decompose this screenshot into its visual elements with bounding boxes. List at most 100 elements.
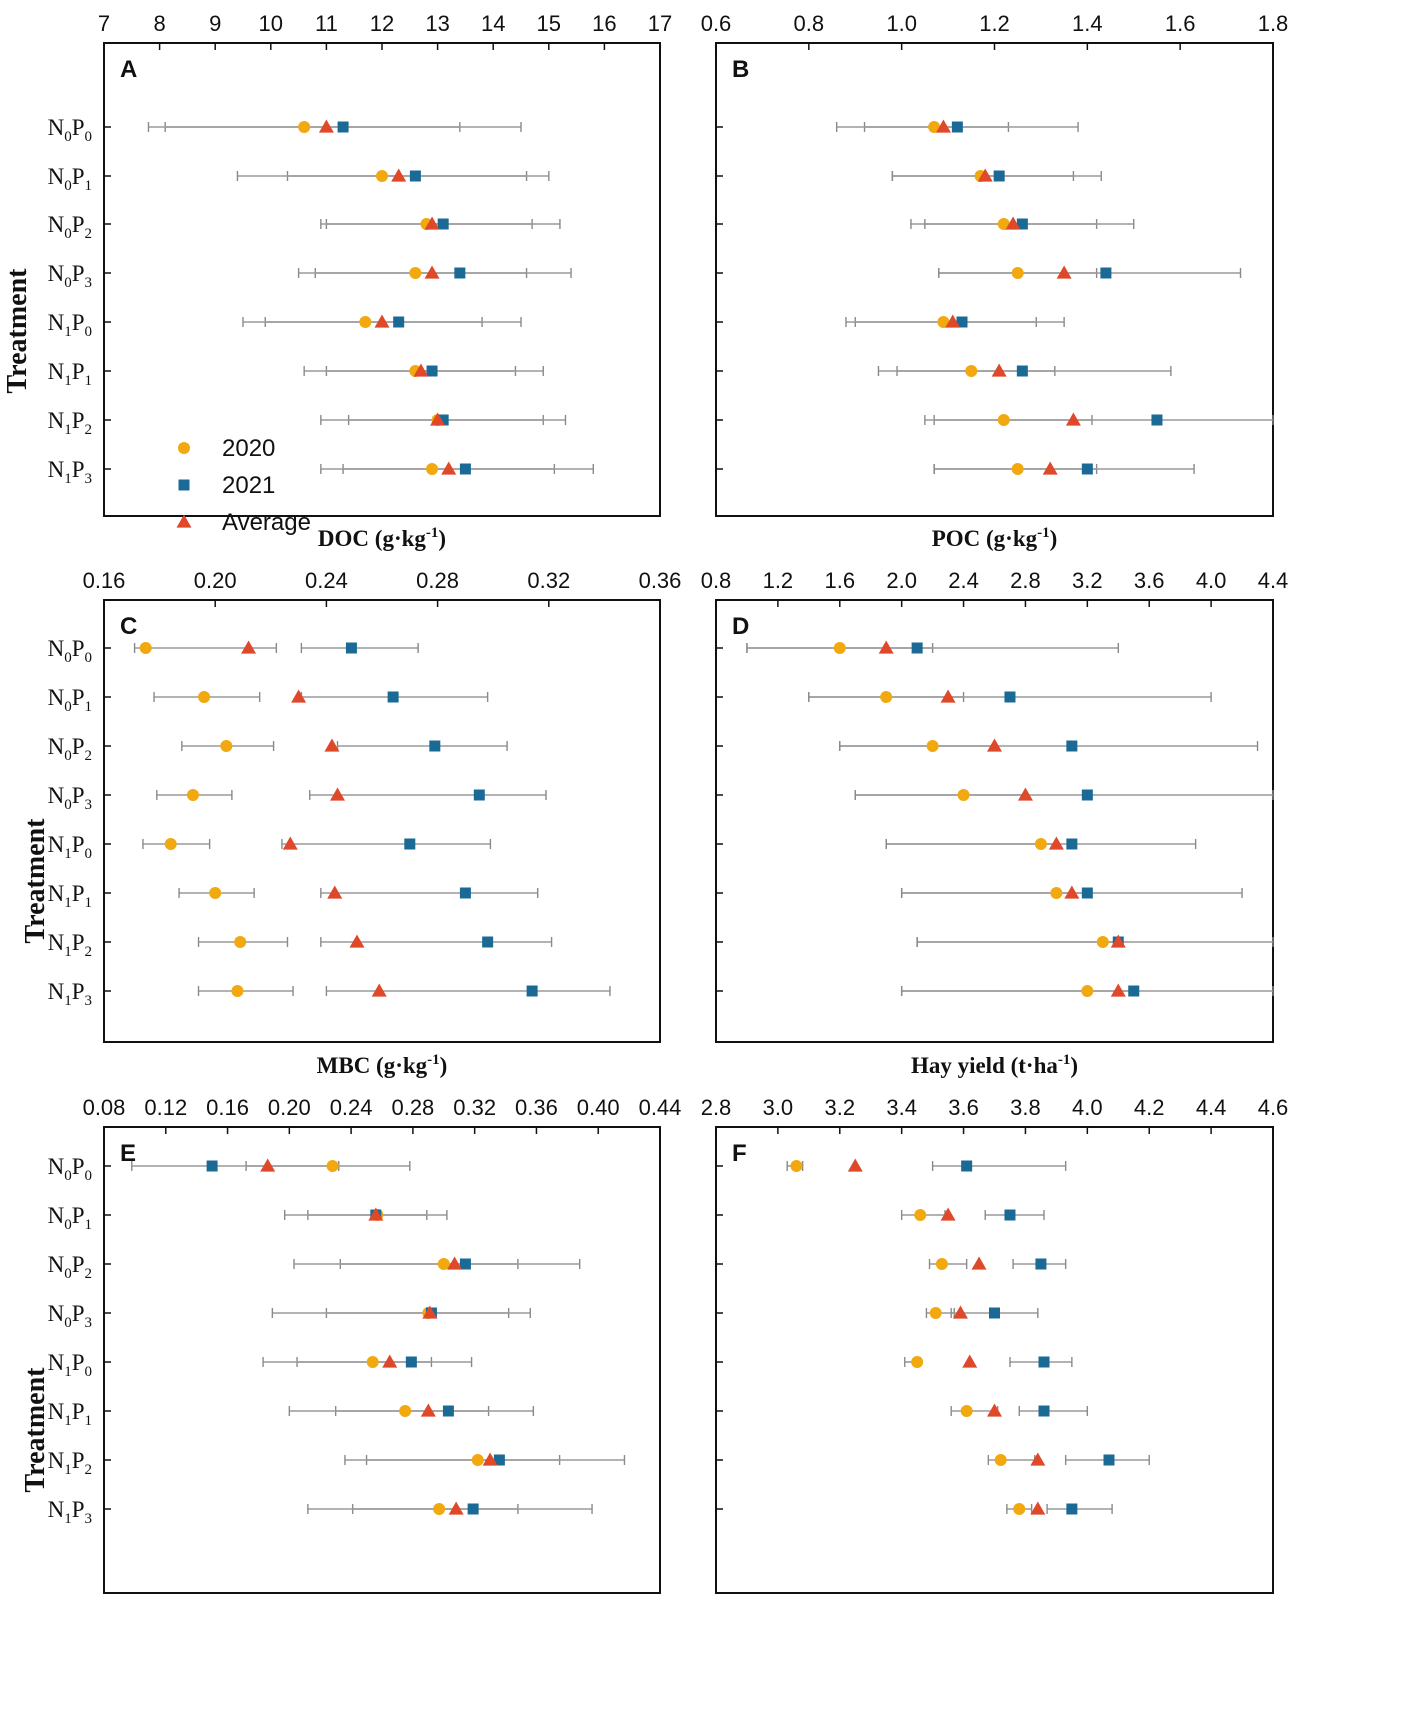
eoc-point-2021 <box>956 316 968 328</box>
panel-hay-yield: Hay yield (t·ha-1) 2.8 3.0 3.2 3.4 3.6 3.8 4.0 4… <box>701 1052 1288 1594</box>
poc-point-2020 <box>1034 838 1047 850</box>
poc-point-2021 <box>911 642 923 654</box>
hay-yield-point-2020 <box>911 1356 924 1368</box>
eoc-point-2021 <box>1016 218 1028 230</box>
soc-point-2021 <box>409 170 421 182</box>
poc-axis-title: POC (g·kg-1) <box>932 525 1058 551</box>
treatment-label: N0P1 <box>48 164 92 194</box>
doc-tick-label: 0.36 <box>639 568 682 593</box>
treatment-label: N0P3 <box>48 1301 92 1331</box>
hay-yield-point-average <box>962 1354 978 1368</box>
eoc-point-average <box>977 168 993 182</box>
eoc-point-2021 <box>1016 365 1028 377</box>
poc-point-2020 <box>880 691 893 703</box>
doc-point-average <box>291 689 307 703</box>
poc-point-average <box>1110 934 1126 948</box>
poc-point-2021 <box>1128 985 1140 997</box>
doc-point-2020 <box>139 642 152 654</box>
soc-point-average <box>318 119 334 133</box>
doc-tick-label: 0.32 <box>527 568 570 593</box>
soc-point-average <box>430 412 446 426</box>
poc-tick-label: 4.0 <box>1196 568 1227 593</box>
mbc-point-2021 <box>459 1258 471 1270</box>
eoc-point-average <box>1065 412 1081 426</box>
poc-point-2021 <box>1081 789 1093 801</box>
doc-point-2020 <box>164 838 177 850</box>
eoc-tick-label: 1.8 <box>1258 11 1289 36</box>
mbc-point-average <box>448 1501 464 1515</box>
hay-yield-point-2020 <box>914 1209 927 1221</box>
poc-panel-letter: D <box>732 613 749 640</box>
hay-yield-point-average <box>1030 1452 1046 1466</box>
treatment-label: N0P2 <box>48 1252 92 1282</box>
soc-point-2021 <box>437 218 449 230</box>
treatment-label: N0P0 <box>48 636 92 666</box>
soc-point-2020 <box>298 121 311 133</box>
hay-yield-tick-label: 4.2 <box>1134 1095 1165 1120</box>
mbc-tick-label: 0.28 <box>391 1095 434 1120</box>
soc-tick-label: 9 <box>209 11 221 36</box>
eoc-point-2020 <box>997 414 1010 426</box>
soc-point-average <box>391 168 407 182</box>
treatment-label: N0P3 <box>48 783 92 813</box>
soc-point-2021 <box>459 463 471 475</box>
eoc-point-2020 <box>928 121 941 133</box>
eoc-tick-label: 0.8 <box>794 11 825 36</box>
soc-tick-label: 8 <box>153 11 165 36</box>
soc-tick-label: 13 <box>425 11 449 36</box>
hay-yield-tick-label: 3.2 <box>824 1095 855 1120</box>
doc-tick-label: 0.16 <box>83 568 126 593</box>
eoc-point-2020 <box>997 218 1010 230</box>
mbc-panel-letter: E <box>120 1140 136 1167</box>
doc-point-average <box>371 983 387 997</box>
eoc-point-2020 <box>1011 463 1024 475</box>
legend-marker-2020 <box>178 442 190 454</box>
hay-yield-frame <box>715 1126 1274 1594</box>
doc-axis-title: DOC (g·kg-1) <box>318 525 446 551</box>
poc-point-average <box>878 640 894 654</box>
eoc-tick-label: 1.0 <box>886 11 917 36</box>
soc-point-2020 <box>426 463 439 475</box>
hay-yield-tick-label: 2.8 <box>701 1095 732 1120</box>
doc-tick-label: 0.28 <box>416 568 459 593</box>
eoc-point-2021 <box>993 170 1005 182</box>
hay-yield-point-average <box>847 1158 863 1172</box>
treatment-label: N1P3 <box>48 1497 92 1527</box>
mbc-point-2021 <box>467 1503 479 1515</box>
hay-yield-point-2020 <box>1013 1503 1026 1515</box>
legend: 2020 2021 Average <box>176 435 311 536</box>
hay-yield-tick-label: 3.6 <box>948 1095 979 1120</box>
eoc-point-average <box>1056 265 1072 279</box>
treatment-label: N0P0 <box>48 1154 92 1184</box>
mbc-point-2020 <box>433 1503 446 1515</box>
mbc-point-average <box>482 1452 498 1466</box>
treatment-label: N1P0 <box>48 310 92 340</box>
doc-point-2020 <box>209 887 222 899</box>
mbc-point-2021 <box>206 1160 218 1172</box>
treatment-label: N1P0 <box>48 832 92 862</box>
eoc-point-2020 <box>965 365 978 377</box>
treatment-label: N1P0 <box>48 1350 92 1380</box>
mbc-point-average <box>447 1256 463 1270</box>
mbc-tick-label: 0.36 <box>515 1095 558 1120</box>
soc-point-2021 <box>337 121 349 133</box>
hay-yield-tick-label: 3.4 <box>886 1095 917 1120</box>
poc-point-average <box>1048 836 1064 850</box>
poc-point-average <box>1110 983 1126 997</box>
hay-yield-point-average <box>1030 1501 1046 1515</box>
treatment-label: N1P2 <box>48 1448 92 1478</box>
soc-point-average <box>424 265 440 279</box>
doc-point-2021 <box>482 936 494 948</box>
hay-yield-tick-label: 3.0 <box>763 1095 794 1120</box>
eoc-point-2021 <box>951 121 963 133</box>
hay-yield-point-2021 <box>961 1160 973 1172</box>
hay-yield-point-average <box>971 1256 987 1270</box>
mbc-tick-label: 0.20 <box>268 1095 311 1120</box>
eoc-point-2020 <box>937 316 950 328</box>
soc-tick-label: 14 <box>481 11 505 36</box>
poc-point-2020 <box>833 642 846 654</box>
mbc-frame <box>103 1126 661 1594</box>
poc-point-average <box>940 689 956 703</box>
hay-yield-point-2020 <box>960 1405 973 1417</box>
mbc-point-average <box>420 1403 436 1417</box>
